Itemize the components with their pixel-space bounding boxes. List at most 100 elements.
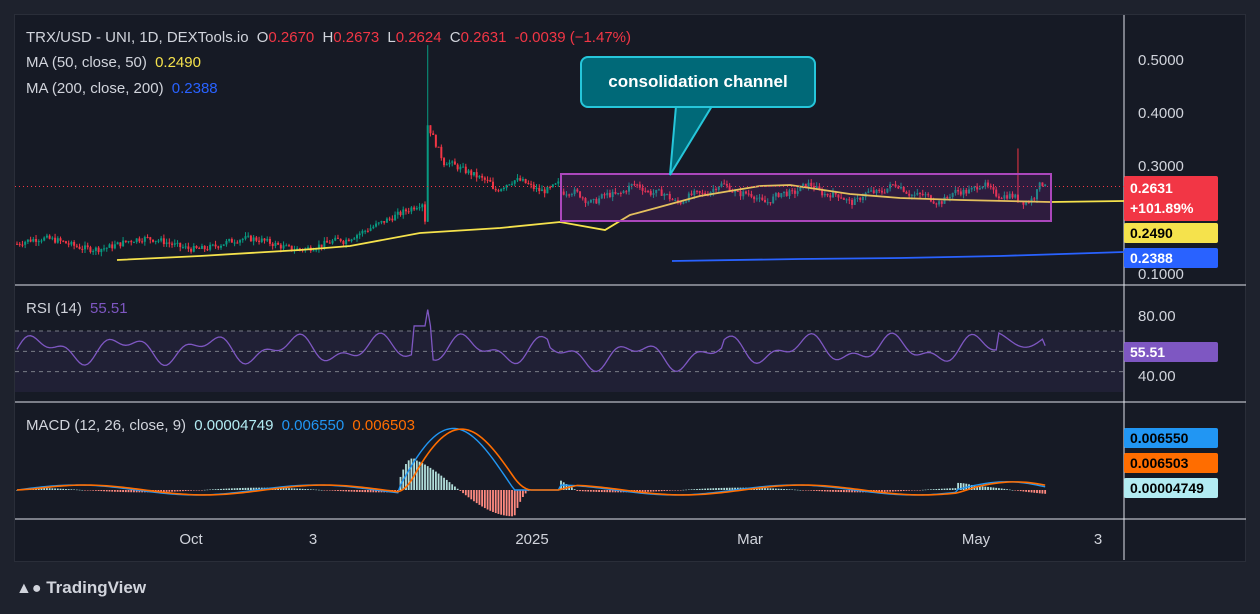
candle-body [755,198,758,200]
macd-histogram-bar [837,490,840,492]
macd-histogram-bar [777,488,780,490]
ma50-price-tag: 0.2490 [1124,223,1218,243]
candle-body [957,189,960,192]
candle-body [181,247,184,249]
macd-histogram-bar [1038,490,1041,494]
macd-histogram-bar [644,490,647,492]
macd-histogram-bar [804,490,807,491]
candle-body [840,197,843,199]
candle-body [266,238,269,241]
macd-histogram-bar [889,490,892,492]
candle-body [268,238,271,244]
macd-histogram-bar [734,487,736,490]
macd-histogram-bar [829,490,832,492]
candle-body [685,201,688,203]
candle-body [249,235,252,242]
macd-histogram-bar [1033,490,1036,493]
macd-histogram-bar [56,488,59,490]
annotation-callout[interactable]: consolidation channel [580,56,816,108]
macd-histogram-bar [342,490,345,492]
macd-histogram-bar [655,490,658,492]
macd-histogram-bar [114,490,116,492]
candle-body [908,193,911,196]
macd-histogram-bar [304,489,307,490]
candle-body [483,177,486,180]
macd-histogram-bar [432,469,435,490]
candle-body [18,243,21,245]
macd-histogram-bar [119,490,122,492]
macd-value: 0.006550 [281,417,345,434]
candle-body [1000,198,1003,200]
macd-histogram-bar [127,490,130,493]
candle-body [984,182,987,187]
candle-body [992,187,995,190]
candle-body [383,221,386,223]
candle-body [910,194,913,196]
macd-histogram-bar [318,489,320,491]
candle-body [913,194,916,196]
macd-histogram-bar [576,490,579,491]
candle-body [263,238,266,241]
candle-body [176,242,179,244]
candle-body [815,186,818,189]
macd-histogram-bar [475,490,478,504]
macd-histogram-bar [201,490,203,491]
brand-label: TradingView [46,578,147,597]
symbol-legend: TRX/USD - UNI, 1D, DEXTools.io O0.2670 H… [26,29,635,46]
candle-body [35,239,38,242]
candle-body [551,184,554,187]
macd-histogram-bar [176,490,179,492]
macd-histogram-bar [1022,490,1025,492]
macd-histogram-bar [878,490,881,493]
candle-body [105,247,108,249]
candle-body [1006,195,1009,199]
macd-histogram-bar [285,488,288,490]
macd-histogram-bar [195,490,198,491]
candle-body [834,191,837,195]
candle-body [736,190,739,192]
candle-body [880,190,883,193]
macd-histogram-bar [769,488,772,490]
candle-body [905,191,908,194]
macd-histogram-bar [1036,490,1038,494]
candle-body [573,189,576,195]
macd-histogram-bar [312,489,315,490]
candle-body [464,166,467,174]
macd-histogram-bar [307,489,309,490]
macd-histogram-bar [470,490,473,500]
candle-body [505,184,508,188]
candle-body [872,190,875,194]
macd-histogram-bar [848,490,851,493]
candle-body [124,240,127,242]
macd-histogram-bar [687,489,690,491]
candle-body [440,146,443,159]
macd-histogram-bar [445,479,448,490]
candle-body [135,238,138,243]
tradingview-logo[interactable]: ▲● TradingView [16,578,146,598]
candle-body [810,182,813,187]
macd-histogram-bar [951,488,954,490]
candle-body [758,197,761,199]
macd-histogram-bar [935,489,938,490]
macd-histogram-bar [1003,488,1006,490]
time-tick: May [961,531,991,548]
candle-body [630,184,633,186]
macd-histogram-bar [728,487,731,490]
macd-histogram-bar [369,490,372,493]
macd-histogram-bar [916,490,919,491]
macd-histogram-bar [682,489,685,491]
macd-histogram-bar [660,490,663,492]
macd-histogram-bar [652,490,655,492]
candle-body [404,209,407,212]
macd-histogram-bar [894,490,897,492]
macd-histogram-bar [209,489,212,491]
candle-body [644,190,647,192]
macd-histogram-bar [579,490,581,492]
candle-body [394,214,397,221]
macd-histogram-bar [356,490,358,492]
candle-body [1025,201,1028,205]
candle-body [274,242,277,247]
candle-body [78,246,81,249]
rsi-value: 55.51 [90,300,128,317]
